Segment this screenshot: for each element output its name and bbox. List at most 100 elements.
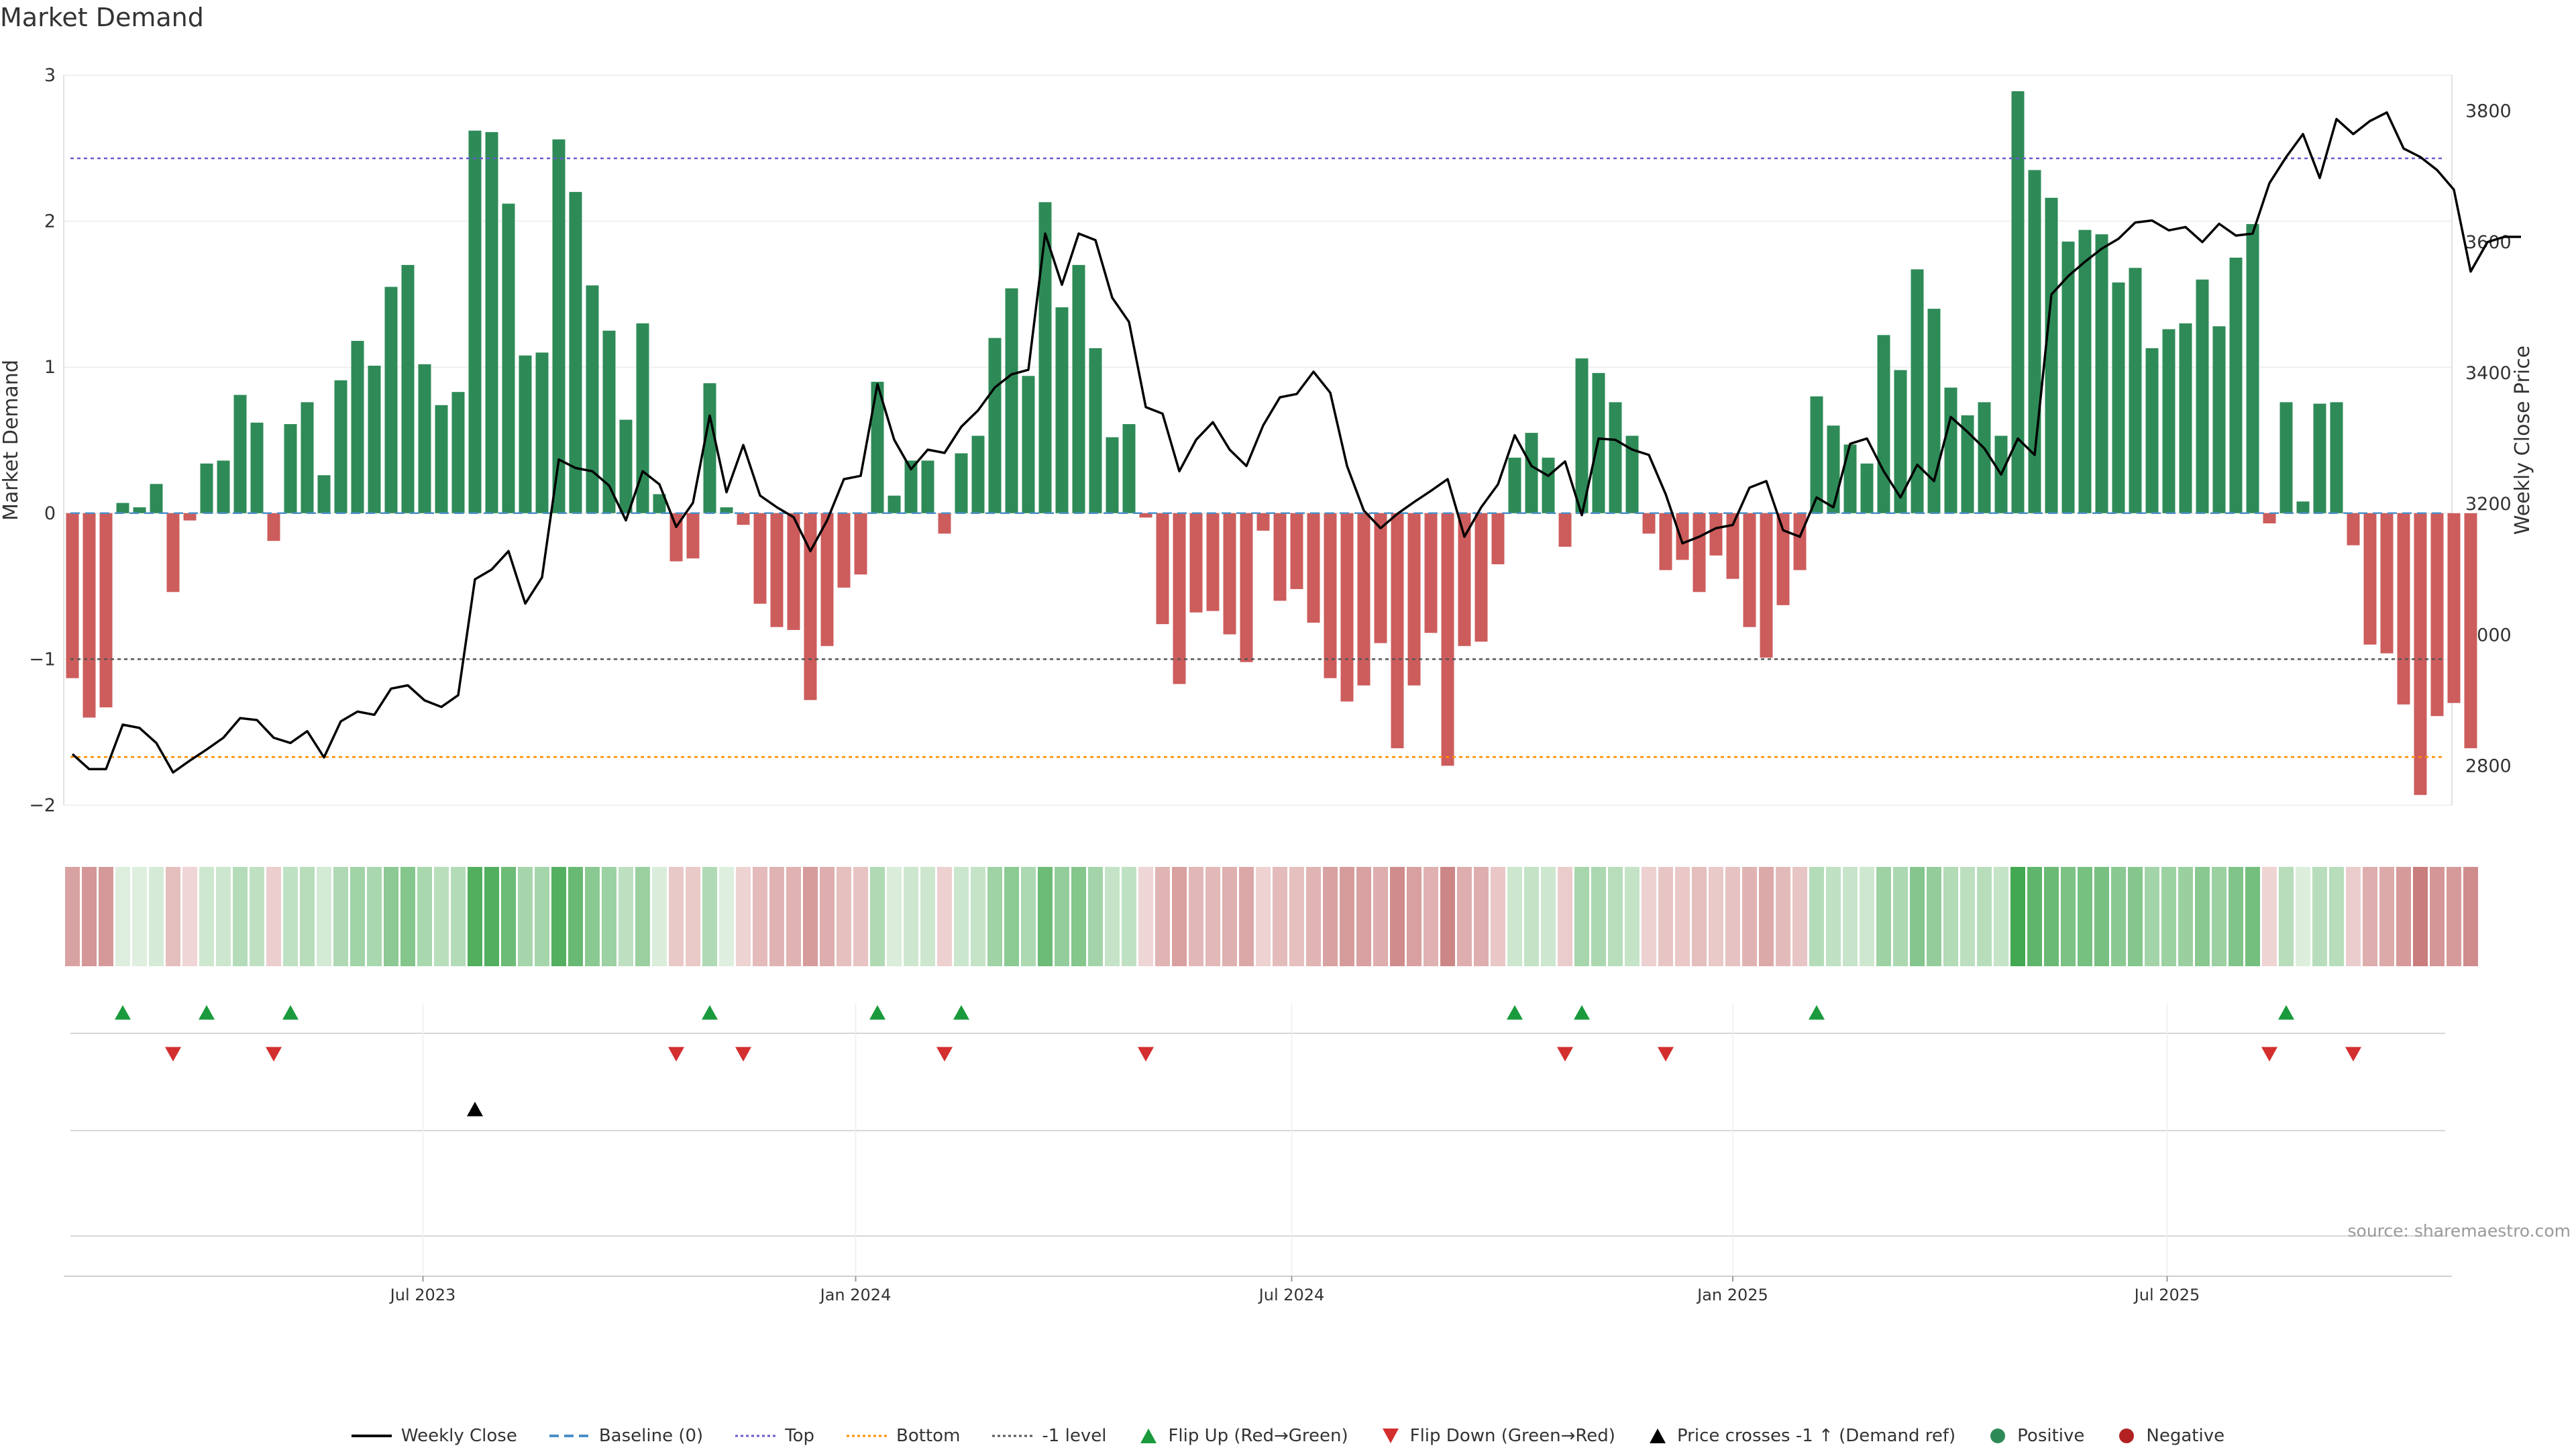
demand-bar-positive <box>636 323 649 513</box>
demand-bar-negative <box>1458 513 1471 646</box>
dotted-line-icon <box>992 1435 1033 1437</box>
heat-cell <box>1809 867 1824 966</box>
y-tick-label: 0 <box>44 503 56 524</box>
heat-cell <box>2447 867 2461 966</box>
y2-axis-label: Weekly Close Price <box>2511 346 2534 535</box>
heat-cell <box>602 867 616 966</box>
heat-cell <box>870 867 885 966</box>
heat-cell <box>484 867 499 966</box>
heat-cell <box>1491 867 1505 966</box>
heat-cell <box>317 867 331 966</box>
legend: Weekly Close Baseline (0) Top Bottom -1 leve… <box>0 1422 2576 1449</box>
demand-bar-positive <box>368 366 381 513</box>
demand-bar-positive <box>301 402 314 513</box>
flip-up-marker <box>869 1005 885 1020</box>
heat-cell <box>1642 867 1656 966</box>
heat-cell <box>987 867 1002 966</box>
heat-cell <box>652 867 667 966</box>
heat-cell <box>1893 867 1908 966</box>
heat-cell <box>1071 867 1086 966</box>
dot-icon <box>2119 1429 2135 1443</box>
heat-cell <box>300 867 315 966</box>
heat-cell <box>1541 867 1556 966</box>
heat-cell <box>417 867 432 966</box>
demand-bar-positive <box>888 495 901 513</box>
legend-label: Top <box>785 1426 815 1446</box>
heat-cell <box>199 867 214 966</box>
demand-bar-negative <box>1676 513 1689 560</box>
heat-cell <box>384 867 398 966</box>
demand-bar-negative <box>2347 513 2360 546</box>
demand-bar-negative <box>1240 513 1253 662</box>
demand-bar-positive <box>871 381 884 513</box>
demand-bar-positive <box>2145 348 2159 513</box>
y-tick-label: 1 <box>44 357 56 378</box>
heat-cell <box>333 867 348 966</box>
heat-cell <box>2245 867 2260 966</box>
flip-down-marker <box>936 1047 953 1061</box>
heat-cell <box>2161 867 2176 966</box>
demand-bar-positive <box>1927 309 1941 513</box>
y2-tick-label: 3200 <box>2465 494 2512 515</box>
demand-bar-negative <box>1206 513 1220 611</box>
demand-bar-positive <box>1106 437 1119 513</box>
legend-item: Baseline (0) <box>549 1426 703 1446</box>
demand-bar-positive <box>569 192 582 513</box>
demand-bar-positive <box>921 460 934 513</box>
flip-down-marker <box>2261 1047 2277 1061</box>
demand-bar-positive <box>2112 282 2125 513</box>
flip-up-marker <box>702 1005 718 1020</box>
demand-bar-negative <box>1709 513 1723 556</box>
x-tick-label: Jan 2024 <box>819 1286 892 1304</box>
heat-cell <box>719 867 734 966</box>
heat-cell <box>1356 867 1371 966</box>
heat-cell <box>753 867 767 966</box>
demand-bar-positive <box>1022 376 1035 513</box>
heat-cell <box>233 867 248 966</box>
heat-cell <box>820 867 835 966</box>
demand-bar-negative <box>1491 513 1505 564</box>
heat-cell <box>2413 867 2428 966</box>
demand-bar-negative <box>1139 513 1152 518</box>
heat-cell <box>1574 867 1589 966</box>
heat-cell <box>250 867 264 966</box>
demand-bar-negative <box>267 513 280 541</box>
heat-cell <box>2195 867 2210 966</box>
flip-down-marker <box>266 1047 282 1061</box>
demand-bar-negative <box>1558 513 1572 547</box>
legend-item: Price crosses -1 ↑ (Demand ref) <box>1648 1426 1955 1446</box>
demand-bar-negative <box>753 513 767 604</box>
demand-bar-negative <box>2263 513 2276 524</box>
demand-bar-positive <box>2330 402 2343 513</box>
demand-bar-positive <box>250 422 264 513</box>
demand-bar-negative <box>1407 513 1421 686</box>
x-tick-label: Jul 2023 <box>389 1286 456 1304</box>
demand-bar-positive <box>2246 223 2259 513</box>
demand-bar-positive <box>2095 234 2108 513</box>
heat-cell <box>2111 867 2126 966</box>
flip-down-marker <box>1138 1047 1154 1061</box>
heat-cell <box>635 867 650 966</box>
demand-bar-positive <box>1122 424 1136 513</box>
heat-cell <box>1943 867 1958 966</box>
demand-bar-negative <box>737 513 750 525</box>
demand-bar-positive <box>1525 433 1538 513</box>
demand-bar-positive <box>2179 323 2192 513</box>
heat-cell <box>132 867 147 966</box>
demand-bar-positive <box>602 330 616 513</box>
demand-bar-positive <box>2162 329 2176 513</box>
demand-bar-positive <box>2078 229 2092 513</box>
heat-cell <box>1860 867 1874 966</box>
demand-bar-positive <box>552 139 566 513</box>
demand-bar-positive <box>217 460 230 513</box>
demand-bar-positive <box>955 453 968 513</box>
demand-bar-negative <box>166 513 180 592</box>
demand-bar-positive <box>2011 91 2025 513</box>
heat-cell <box>1122 867 1136 966</box>
demand-bar-positive <box>200 463 213 513</box>
heat-cell <box>1977 867 1992 966</box>
heat-cell <box>954 867 969 966</box>
demand-bar-negative <box>1693 513 1706 592</box>
heat-cell <box>1138 867 1153 966</box>
demand-bar-negative <box>1307 513 1320 623</box>
